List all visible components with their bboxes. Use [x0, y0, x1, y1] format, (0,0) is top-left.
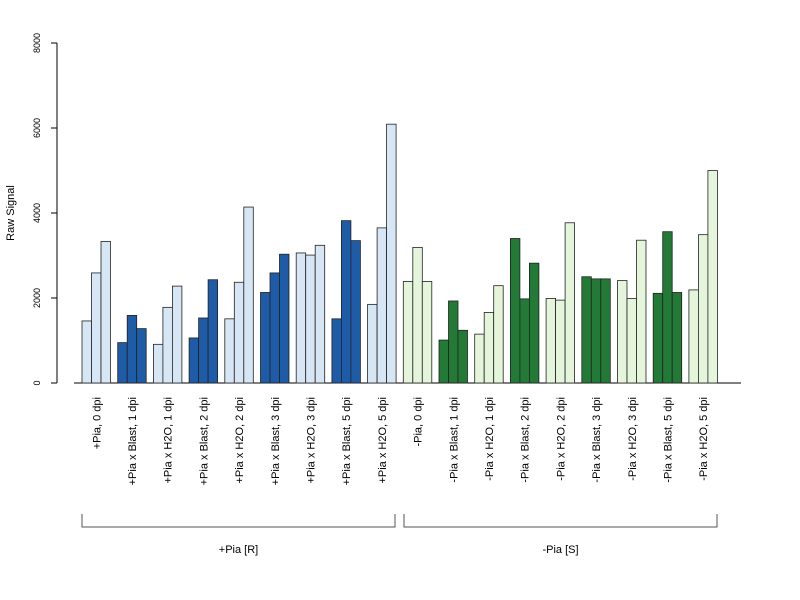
bar — [295, 252, 307, 384]
bar — [117, 342, 128, 384]
bar — [198, 317, 209, 384]
bar — [688, 289, 699, 384]
bar — [662, 231, 673, 384]
category-label: -Pia x Blast, 3 dpi — [591, 397, 603, 483]
bar — [626, 298, 637, 384]
bar — [279, 253, 290, 384]
bar — [555, 299, 566, 384]
bar — [438, 339, 449, 384]
bar — [136, 328, 147, 384]
category-label: +Pia x Blast, 2 dpi — [198, 397, 210, 485]
bar — [509, 238, 521, 384]
group-bracket — [81, 514, 396, 528]
bar — [340, 220, 352, 384]
bar — [207, 279, 219, 384]
group-label: -Pia [S] — [542, 544, 578, 556]
category-label: -Pia x H2O, 2 dpi — [555, 397, 567, 481]
bar — [162, 306, 173, 384]
category-label: -Pia x H2O, 5 dpi — [698, 397, 710, 481]
category-label: +Pia x H2O, 2 dpi — [234, 397, 246, 484]
bar — [402, 281, 414, 384]
category-label: -Pia x H2O, 3 dpi — [627, 397, 639, 481]
category-label: +Pia x Blast, 3 dpi — [270, 397, 282, 485]
bar — [652, 292, 664, 384]
bar — [233, 281, 245, 384]
category-label: -Pia x Blast, 5 dpi — [662, 397, 674, 483]
bar — [269, 272, 280, 384]
bar — [474, 333, 485, 384]
bar — [350, 240, 361, 384]
bar — [171, 285, 183, 384]
group-label: +Pia [R] — [219, 544, 258, 556]
bar — [412, 247, 423, 384]
y-tick-label: 0 — [32, 380, 42, 385]
category-label: -Pia x Blast, 2 dpi — [520, 397, 532, 483]
bar — [81, 320, 92, 384]
category-label: +Pia x H2O, 3 dpi — [305, 397, 317, 484]
bar — [421, 281, 433, 384]
bar — [493, 285, 504, 384]
bar — [483, 312, 495, 384]
bar — [331, 318, 342, 384]
bar — [564, 222, 575, 384]
bar — [707, 170, 718, 384]
bar — [376, 227, 388, 384]
bar — [243, 206, 254, 384]
category-label: -Pia x Blast, 1 dpi — [448, 397, 460, 483]
bar — [126, 315, 138, 384]
category-labels: +Pia, 0 dpi +Pia x Blast, 1 dpi +Pia x H2O… — [91, 397, 710, 485]
category-label: +Pia x Blast, 1 dpi — [127, 397, 139, 485]
bar — [448, 300, 459, 384]
bar — [260, 292, 271, 384]
bar — [314, 244, 326, 384]
bar — [636, 239, 647, 384]
group-brackets: +Pia [R] -Pia [S] — [81, 514, 718, 556]
category-label: +Pia x H2O, 5 dpi — [377, 397, 389, 484]
bar — [91, 272, 102, 384]
y-tick-label: 8000 — [32, 33, 42, 53]
bar — [590, 278, 602, 384]
bar — [545, 298, 556, 384]
bar — [367, 303, 378, 384]
y-tick-label: 2000 — [32, 288, 42, 308]
y-axis-title: Raw Signal — [5, 185, 17, 241]
bar — [152, 343, 164, 384]
category-label: +Pia x Blast, 5 dpi — [341, 397, 353, 485]
bar — [386, 123, 397, 384]
group-bracket — [403, 514, 718, 528]
bar — [617, 280, 628, 384]
category-label: -Pia x H2O, 1 dpi — [484, 397, 496, 481]
y-tick-label: 4000 — [32, 203, 42, 223]
y-tick-label: 6000 — [32, 118, 42, 138]
category-label: +Pia x H2O, 1 dpi — [163, 397, 175, 484]
bars — [81, 123, 718, 384]
bar — [600, 278, 611, 384]
bar — [305, 254, 316, 384]
bar — [529, 262, 540, 384]
bar — [698, 234, 709, 384]
category-label: +Pia, 0 dpi — [91, 397, 103, 449]
bar — [188, 337, 200, 384]
bar — [224, 318, 235, 384]
y-axis: 0 2000 4000 6000 8000 — [32, 33, 58, 386]
bar — [100, 241, 111, 384]
bar — [519, 298, 530, 384]
bar — [671, 292, 683, 384]
bar — [457, 329, 468, 384]
bar — [581, 276, 592, 384]
category-label: -Pia, 0 dpi — [413, 397, 425, 447]
